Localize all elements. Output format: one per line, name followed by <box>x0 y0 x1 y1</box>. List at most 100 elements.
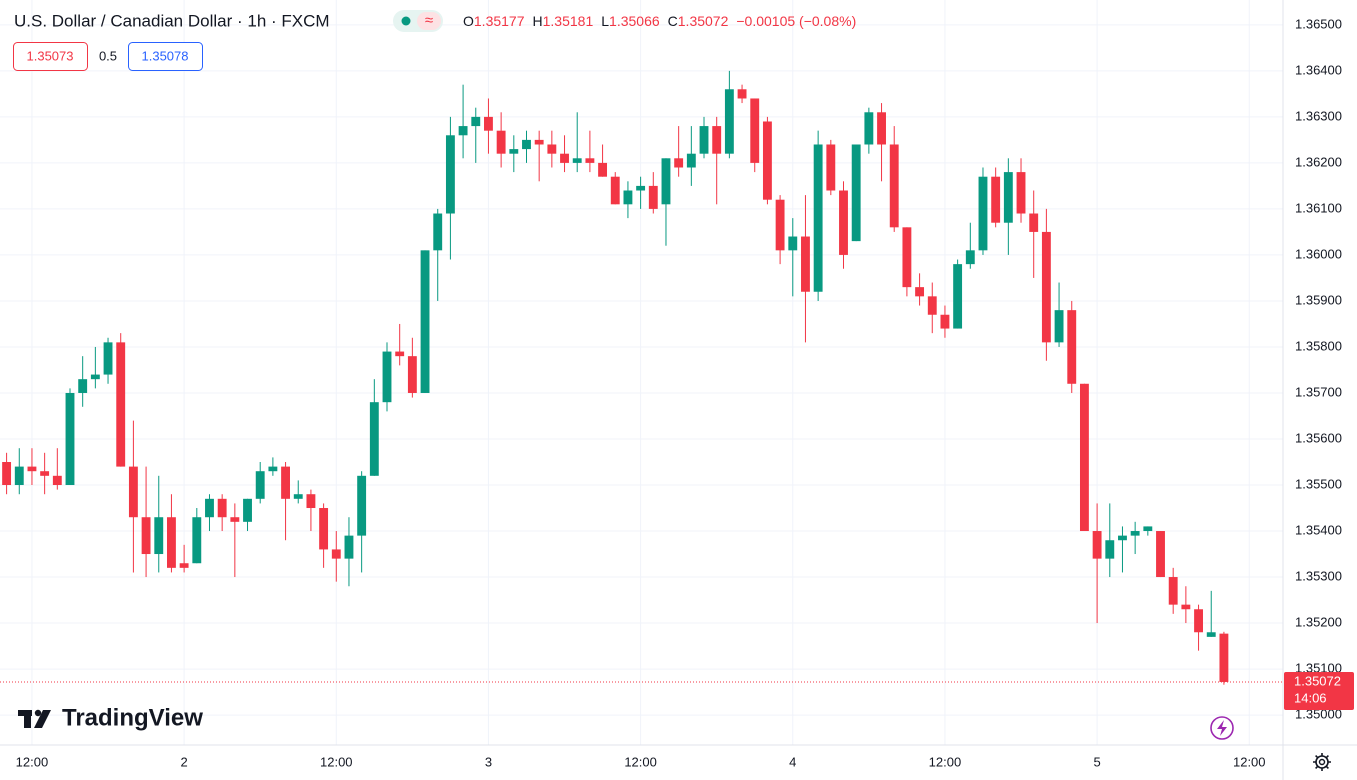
countdown: 14:06 <box>1294 690 1327 705</box>
candle-body <box>991 176 1001 223</box>
candle-body <box>14 466 24 486</box>
candle-body <box>471 116 481 127</box>
candle-body <box>128 466 138 518</box>
x-tick-label: 2 <box>181 754 188 769</box>
x-tick-label: 12:00 <box>320 754 353 769</box>
y-tick-label: 1.36100 <box>1295 200 1342 215</box>
candle-body <box>661 158 671 205</box>
candle-body <box>52 475 62 486</box>
candle-body <box>154 517 164 555</box>
last-price-tag <box>1284 671 1354 710</box>
chart-title: U.S. Dollar / Canadian Dollar · 1h · FXC… <box>14 11 330 30</box>
spread: 0.5 <box>99 48 117 63</box>
candle-body <box>369 402 379 476</box>
logo-icon <box>18 709 51 728</box>
candle-body <box>1143 526 1153 532</box>
candle-body <box>598 162 608 177</box>
candle-body <box>953 264 963 329</box>
x-tick-label: 12:00 <box>624 754 657 769</box>
candle-body <box>839 190 848 255</box>
y-tick-label: 1.36500 <box>1295 16 1342 31</box>
lightning-icon <box>1217 720 1227 736</box>
grid <box>0 0 1283 745</box>
candle-body <box>572 158 582 163</box>
legend-value: 1.35072 <box>678 13 729 29</box>
candle-body <box>116 342 126 467</box>
candle-body <box>78 379 88 393</box>
candle-body <box>1054 310 1064 343</box>
candle-body <box>585 158 595 163</box>
y-tick-label: 1.35300 <box>1295 568 1342 583</box>
candle-body <box>1067 310 1077 384</box>
candle-body <box>484 116 493 131</box>
overlay: 1.35000 1.35100 1.35200 1.35300 1.35400 1.355… <box>0 16 1354 769</box>
candle-body <box>623 190 633 205</box>
x-tick-label: 4 <box>789 754 796 769</box>
candle-body <box>357 475 367 536</box>
candle-body <box>775 199 785 251</box>
y-tick-label: 1.35600 <box>1295 430 1342 445</box>
status-icon-glyph: ≈ <box>425 12 433 29</box>
legend-value: 1.35177 <box>474 13 525 29</box>
candle-body <box>1206 632 1216 637</box>
candle-body <box>509 149 519 154</box>
candle-body <box>433 213 443 251</box>
candle-body <box>851 144 861 242</box>
legend-value: 1.35066 <box>609 13 660 29</box>
candle-body <box>674 158 684 168</box>
candle-body <box>978 176 988 251</box>
y-tick-label: 1.35400 <box>1295 522 1342 537</box>
candle-body <box>547 144 557 154</box>
candle-body <box>762 121 772 200</box>
candle-body <box>750 98 760 163</box>
y-tick-label: 1.35900 <box>1295 292 1342 307</box>
candle-body <box>2 462 12 486</box>
candle-body <box>407 356 417 393</box>
settings-button[interactable] <box>1313 753 1331 771</box>
candle-body <box>167 517 176 568</box>
y-tick-label: 1.36000 <box>1295 246 1342 261</box>
legend-key: C <box>668 13 678 29</box>
legend-change: −0.00105 (−0.08%) <box>736 13 856 29</box>
candle-body <box>1092 531 1102 559</box>
candle-body <box>902 227 912 288</box>
y-tick-label: 1.36400 <box>1295 62 1342 77</box>
x-tick-label: 12:00 <box>16 754 49 769</box>
candle-body <box>699 126 709 154</box>
x-tick-label: 12:00 <box>1233 754 1266 769</box>
candle-body <box>90 374 100 380</box>
candle-body <box>864 112 874 145</box>
candle-body <box>382 351 392 403</box>
candle-body <box>1168 577 1178 605</box>
candle-body <box>420 250 430 393</box>
candle-body <box>724 89 734 154</box>
candle-body <box>1105 540 1115 559</box>
candle-body <box>293 494 303 499</box>
candle-body <box>927 296 937 315</box>
candle-body <box>1029 213 1039 232</box>
legend-value: 1.35181 <box>543 13 594 29</box>
x-tick-label: 3 <box>485 754 492 769</box>
sell-button[interactable] <box>13 42 88 71</box>
candle-body <box>522 139 531 150</box>
y-tick-label: 1.36200 <box>1295 154 1342 169</box>
x-tick-label: 5 <box>1093 754 1100 769</box>
buy-button[interactable] <box>128 42 203 71</box>
candle-body <box>1079 383 1089 532</box>
candle-body <box>319 508 329 550</box>
x-tick-label: 12:00 <box>929 754 962 769</box>
y-tick-label: 1.35800 <box>1295 338 1342 353</box>
lightning-button[interactable] <box>1210 716 1234 740</box>
candle-body <box>636 185 646 191</box>
y-tick-label: 1.35100 <box>1295 661 1342 676</box>
candle-body <box>1156 531 1165 578</box>
legend-key: L <box>601 13 609 29</box>
candle-body <box>179 563 189 568</box>
candle-body <box>737 89 747 99</box>
candle-body <box>801 236 810 292</box>
y-tick-label: 1.35000 <box>1295 707 1342 722</box>
candle-body <box>205 498 214 518</box>
candle-body <box>281 466 291 499</box>
candle-body <box>217 498 227 518</box>
candle-body <box>1181 604 1191 610</box>
